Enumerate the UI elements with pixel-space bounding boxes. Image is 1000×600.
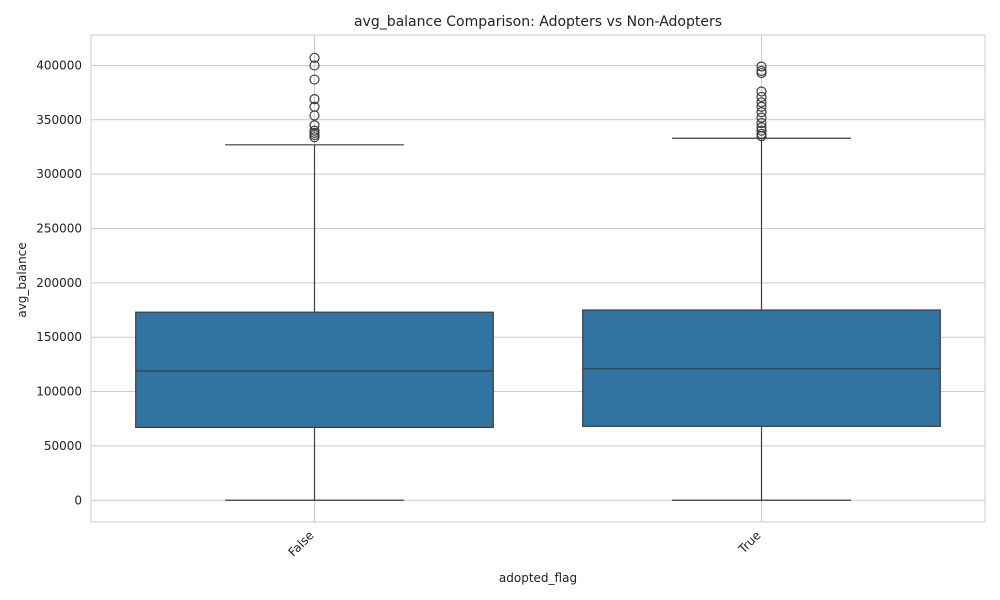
box-true — [582, 61, 941, 501]
outlier-point — [309, 74, 320, 85]
outlier-point — [756, 65, 767, 76]
y-tick-labels: 0 50000 100000 150000 200000 250000 300000 3500… — [36, 58, 82, 507]
y-tick-label: 200000 — [36, 276, 82, 290]
outlier-point — [756, 128, 767, 140]
outlier-point — [309, 94, 320, 105]
outlier-point — [309, 60, 320, 71]
x-tick-labels: False True — [285, 528, 763, 559]
outlier-point — [309, 52, 320, 63]
y-axis-label: avg_balance — [15, 242, 29, 317]
outlier-point — [756, 101, 767, 112]
y-tick-label: 250000 — [36, 221, 82, 235]
y-tick-label: 150000 — [36, 330, 82, 344]
outlier-point — [756, 122, 767, 133]
outlier-point — [756, 91, 767, 103]
y-tick-label: 400000 — [36, 58, 82, 72]
outlier-point — [756, 107, 767, 118]
boxes — [135, 52, 941, 501]
iqr-box — [135, 311, 494, 429]
outlier-point — [309, 101, 320, 112]
box-false — [135, 52, 494, 501]
y-tick-label: 50000 — [44, 439, 82, 453]
y-tick-label: 300000 — [36, 167, 82, 181]
x-axis-label: adopted_flag — [499, 571, 577, 585]
outlier-point — [309, 125, 320, 136]
outlier-point — [309, 120, 320, 131]
outlier-point — [756, 117, 767, 129]
outlier-point — [756, 112, 767, 123]
outlier-point — [756, 86, 767, 97]
x-tick-label: True — [735, 528, 764, 557]
plot-area — [90, 34, 986, 523]
chart-title: avg_balance Comparison: Adopters vs Non-… — [354, 14, 722, 30]
y-tick-label: 0 — [74, 493, 82, 507]
y-tick-label: 100000 — [36, 385, 82, 399]
outlier-point — [756, 97, 767, 108]
outlier-point — [756, 61, 767, 72]
x-tick-label: False — [285, 528, 316, 559]
outlier-point — [756, 125, 767, 136]
y-tick-label: 350000 — [36, 113, 82, 127]
